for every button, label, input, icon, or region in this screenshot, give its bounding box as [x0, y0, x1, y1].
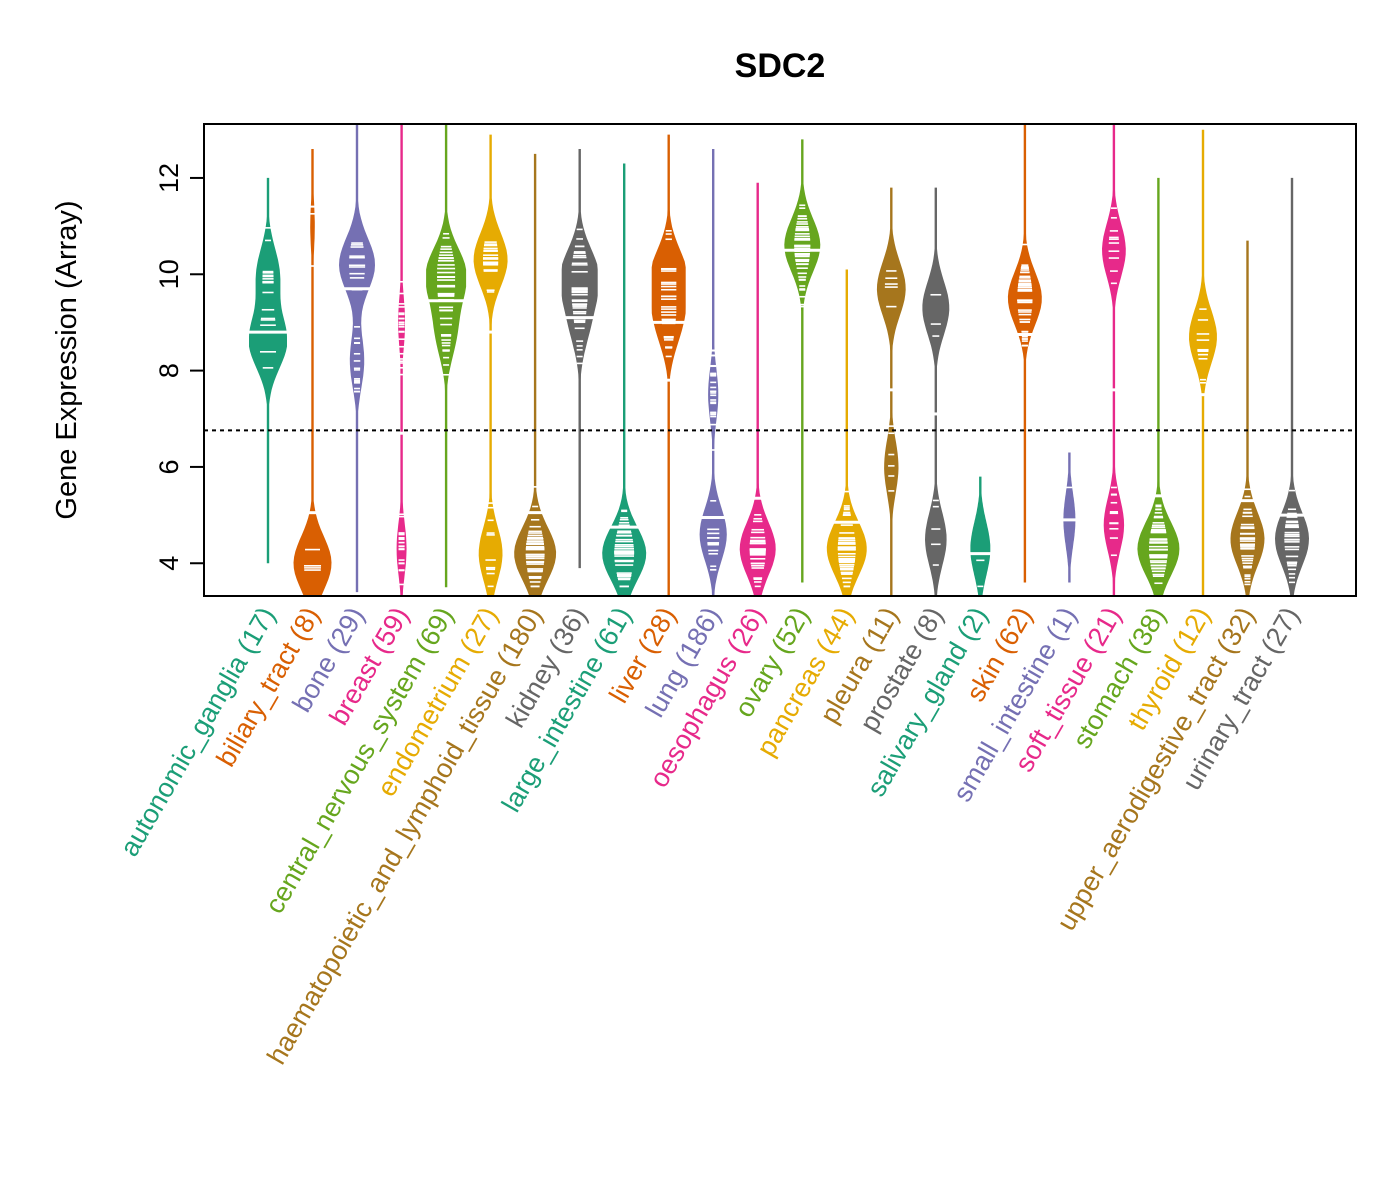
violin-body	[826, 269, 867, 596]
violin-body	[602, 163, 647, 596]
violin-breast	[396, 125, 407, 596]
chart-title: SDC2	[735, 47, 826, 85]
violin-small-intestine	[1061, 452, 1078, 583]
violin-body	[249, 177, 287, 564]
violin-pleura	[876, 187, 906, 596]
y-tick-label: 12	[154, 163, 184, 193]
violin-liver	[651, 134, 686, 596]
y-tick-label: 4	[154, 556, 184, 571]
violin-urinary-tract	[1275, 177, 1309, 596]
violin-body	[922, 187, 950, 596]
violin-stomach	[1137, 177, 1180, 596]
violin-autonomic-ganglia	[247, 177, 289, 564]
violin-haematopoietic-and-lymphoid-tissue	[514, 153, 557, 596]
violin-kidney	[561, 149, 598, 569]
violin-thyroid	[1189, 129, 1217, 597]
violin-prostate	[922, 187, 950, 596]
y-axis-label: Gene Expression (Array)	[51, 200, 83, 519]
violin-body	[473, 134, 508, 596]
violin-body	[1230, 240, 1265, 596]
violin-body	[970, 476, 991, 596]
violin-body	[1007, 125, 1042, 583]
y-axis: 4 6 8 10 12	[154, 163, 204, 571]
violin-bone	[339, 125, 375, 593]
violin-body	[651, 134, 686, 596]
violin-skin	[1007, 125, 1042, 583]
violin-body	[426, 125, 467, 588]
violin-large-intestine	[602, 163, 647, 596]
violin-body	[876, 187, 906, 596]
violin-body	[561, 149, 598, 569]
violin-central-nervous-system	[426, 125, 467, 588]
violin-upper-aerodigestive-tract	[1230, 240, 1265, 596]
violin-body	[1102, 125, 1126, 596]
y-tick-label: 8	[154, 363, 184, 378]
violin-ovary	[782, 139, 822, 583]
x-axis-labels: autonomic_ganglia (17)biliary_tract (8)b…	[114, 602, 1305, 1069]
violin-body	[1063, 452, 1076, 583]
violin-lung	[699, 149, 727, 596]
violin-pancreas	[826, 269, 867, 596]
plot-frame	[203, 123, 1357, 597]
violin-oesophagus	[739, 182, 776, 597]
violin-body	[739, 182, 776, 597]
violin-body	[1137, 177, 1180, 596]
violin-soft-tissue	[1102, 125, 1126, 596]
violin-body	[1275, 177, 1309, 596]
violin-body	[514, 153, 557, 596]
violin-salivary-gland	[968, 476, 993, 596]
violin-endometrium	[473, 134, 508, 596]
y-tick-label: 10	[154, 259, 184, 289]
y-tick-label: 6	[154, 459, 184, 474]
violin-body	[293, 149, 332, 596]
violin-body	[699, 149, 727, 596]
violins-group	[247, 125, 1309, 597]
violin-biliary-tract	[293, 149, 332, 596]
violin-body	[339, 125, 375, 593]
violin-body	[1189, 129, 1217, 597]
